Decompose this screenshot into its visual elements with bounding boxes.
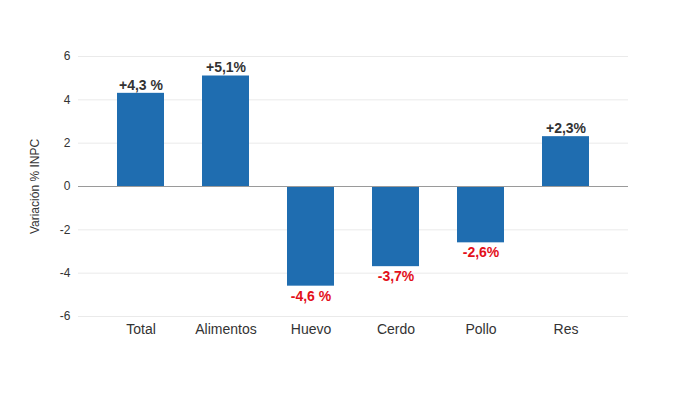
svg-text:Alimentos: Alimentos [195,321,256,337]
svg-text:6: 6 [64,49,71,63]
svg-text:0: 0 [64,179,71,193]
svg-text:Cerdo: Cerdo [377,321,415,337]
svg-text:+5,1%: +5,1% [206,59,247,75]
svg-text:4: 4 [64,93,71,107]
svg-text:2: 2 [64,136,71,150]
svg-text:Huevo: Huevo [291,321,332,337]
svg-text:Res: Res [554,321,579,337]
svg-text:-2,6%: -2,6% [463,244,500,260]
svg-text:+2,3%: +2,3% [546,120,587,136]
svg-text:-4: -4 [60,266,71,280]
svg-text:-3,7%: -3,7% [378,268,415,284]
svg-text:-2: -2 [60,223,71,237]
svg-text:-6: -6 [60,309,71,323]
svg-text:Variación % INPC: Variación % INPC [28,139,42,234]
svg-text:Total: Total [126,321,156,337]
svg-text:+4,3 %: +4,3 % [119,77,164,93]
svg-text:Pollo: Pollo [465,321,496,337]
svg-text:-4,6 %: -4,6 % [291,288,332,304]
